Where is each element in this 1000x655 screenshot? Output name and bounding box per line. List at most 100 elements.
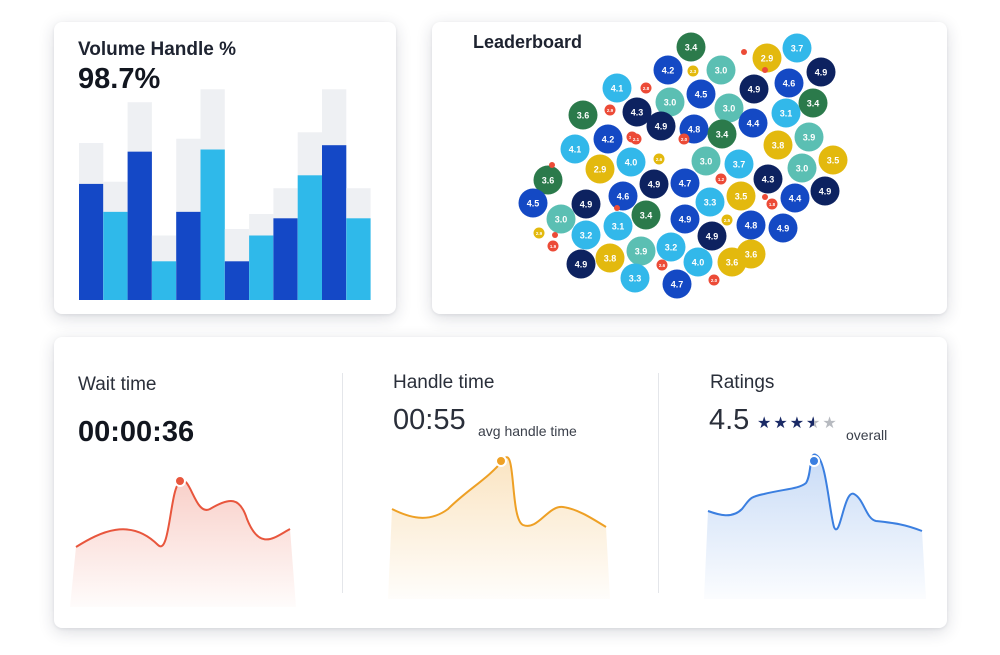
leaderboard-bubble-label: 3.0 — [664, 98, 677, 108]
leaderboard-small-bubble-label: 2.0 — [711, 278, 718, 283]
leaderboard-bubble-label: 4.9 — [815, 68, 828, 78]
leaderboard-bubble-label: 3.5 — [735, 192, 748, 202]
leaderboard-bubble — [695, 187, 725, 217]
leaderboard-bubble — [714, 93, 744, 123]
leaderboard-dot — [762, 194, 768, 200]
leaderboard-bubble — [707, 119, 737, 149]
leaderboard-bubble — [810, 176, 840, 206]
leaderboard-small-bubble-label: 2.5 — [724, 218, 731, 223]
leaderboard-bubble — [739, 74, 769, 104]
leaderboard-bubble-label: 4.0 — [692, 258, 705, 268]
leaderboard-bubble-label: 3.2 — [665, 243, 678, 253]
leaderboard-small-bubble — [766, 198, 778, 210]
leaderboard-bubble — [571, 189, 601, 219]
leaderboard-bubble-label: 3.0 — [700, 157, 713, 167]
leaderboard-bubble — [736, 210, 766, 240]
sparkline-line — [707, 453, 923, 532]
leaderboard-bubble — [608, 181, 638, 211]
leaderboard-bubble — [626, 236, 656, 266]
leaderboard-bubble — [585, 154, 615, 184]
leaderboard-bubble — [603, 211, 633, 241]
volume-bar — [176, 211, 201, 300]
star-half-icon: ★ — [806, 413, 822, 433]
leaderboard-small-bubble — [653, 153, 665, 165]
leaderboard-bubble-label: 3.0 — [715, 66, 728, 76]
leaderboard-bubble — [566, 249, 596, 279]
volume-handle-title: Volume Handle % — [78, 39, 237, 60]
wait-time-sparkline — [70, 475, 296, 607]
ratings-sub: overall — [846, 427, 888, 443]
sparkline-area — [70, 480, 296, 607]
sparkline-line — [75, 479, 291, 548]
volume-bar — [297, 175, 322, 300]
leaderboard-small-bubble — [533, 227, 545, 239]
ratings-sparkline — [704, 453, 926, 599]
leaderboard-bubble-label: 3.7 — [791, 44, 804, 54]
leaderboard-bubble-label: 3.2 — [580, 231, 593, 241]
leaderboard-bubble — [787, 153, 817, 183]
wait-time-value: 00:00:36 — [78, 416, 195, 448]
leaderboard-bubble-label: 2.9 — [761, 54, 774, 64]
sparkline-area — [704, 454, 926, 599]
leaderboard-bubble-label: 4.8 — [688, 125, 701, 135]
leaderboard-bubble — [639, 169, 669, 199]
leaderboard-bubble — [631, 200, 661, 230]
leaderboard-bubble-label: 4.1 — [611, 84, 624, 94]
sparkline-area — [388, 457, 610, 599]
leaderboard-bubble-label: 3.3 — [629, 274, 642, 284]
leaderboard-small-bubble-label: 1.2 — [718, 177, 725, 182]
leaderboard-small-bubble — [678, 133, 690, 145]
leaderboard-bubble — [752, 43, 782, 73]
leaderboard-bubble-label: 4.4 — [747, 119, 760, 129]
leaderboard-small-bubble-label: 2.3 — [690, 69, 697, 74]
leaderboard-bubble — [717, 247, 747, 277]
leaderboard-small-bubble-label: 2.9 — [607, 108, 614, 113]
leaderboard-dot — [741, 49, 747, 55]
leaderboard-small-bubble — [604, 104, 616, 116]
leaderboard-bubble — [602, 73, 632, 103]
leaderboard-bubble — [774, 68, 804, 98]
volume-bar — [127, 151, 152, 300]
ratings-value: 4.5 — [709, 404, 750, 436]
leaderboard-small-bubble-label: 2.6 — [659, 263, 666, 268]
leaderboard-bubble — [518, 188, 548, 218]
leaderboard-small-bubble — [708, 274, 720, 286]
leaderboard-small-bubble — [547, 240, 559, 252]
leaderboard-bubble-label: 4.5 — [527, 199, 540, 209]
leaderboard-bubble — [726, 181, 756, 211]
leaderboard-bubble-label: 3.0 — [555, 215, 568, 225]
leaderboard-small-bubble-label: 2.9 — [536, 231, 543, 236]
leaderboard-bubble-label: 3.6 — [542, 176, 555, 186]
leaderboard-bubble — [683, 247, 713, 277]
leaderboard-bubble — [622, 97, 652, 127]
leaderboard-bubble-label: 3.4 — [685, 43, 698, 53]
leaderboard-bubble-label: 4.7 — [679, 179, 692, 189]
leaderboard-dot — [552, 232, 558, 238]
leaderboard-bubble — [806, 57, 836, 87]
leaderboard-bubble — [546, 204, 576, 234]
leaderboard-bubble-label: 4.9 — [679, 215, 692, 225]
volume-bar — [346, 218, 371, 300]
leaderboard-bubble-label: 4.9 — [575, 260, 588, 270]
leaderboard-bubble — [724, 149, 754, 179]
leaderboard-card: Leaderboard 3.4 3.7 2.9 4.2 3.0 4.6 4.9 4.1 4.5 4… — [432, 22, 947, 314]
leaderboard-bubble — [697, 221, 727, 251]
leaderboard-bubble-label: 4.7 — [671, 280, 684, 290]
handle-time-title: Handle time — [393, 372, 495, 393]
leaderboard-small-bubble-label: 1.9 — [550, 244, 557, 249]
volume-bar — [224, 261, 250, 300]
leaderboard-bubble-label: 4.9 — [819, 187, 832, 197]
leaderboard-bubble-label: 3.6 — [577, 111, 590, 121]
leaderboard-bubble-label: 4.9 — [748, 85, 761, 95]
leaderboard-bubble — [662, 269, 692, 299]
star-full-icon: ★ — [773, 415, 790, 432]
leaderboard-bubble-label: 3.0 — [796, 164, 809, 174]
leaderboard-bubble-label: 4.4 — [789, 194, 802, 204]
leaderboard-bubble-label: 4.0 — [625, 158, 638, 168]
leaderboard-small-bubble-label: 2.6 — [656, 157, 663, 162]
leaderboard-dot — [614, 205, 620, 211]
leaderboard-bubble-label: 3.4 — [716, 130, 729, 140]
divider — [658, 373, 659, 593]
handle-time-sub: avg handle time — [478, 423, 577, 439]
leaderboard-small-bubble-label: 1.8 — [769, 202, 776, 207]
